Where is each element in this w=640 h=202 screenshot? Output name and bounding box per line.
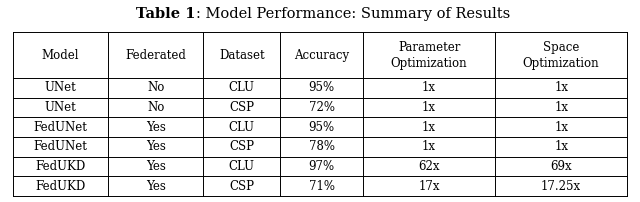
Text: Model: Model <box>42 49 79 62</box>
Text: CSP: CSP <box>229 140 254 153</box>
Text: 1x: 1x <box>554 140 568 153</box>
Text: FedUNet: FedUNet <box>33 121 87 134</box>
Text: 71%: 71% <box>308 180 335 193</box>
Text: Accuracy: Accuracy <box>294 49 349 62</box>
Text: 1x: 1x <box>422 140 436 153</box>
Text: Table 1: Table 1 <box>136 7 196 21</box>
Text: No: No <box>147 81 164 95</box>
Text: No: No <box>147 101 164 114</box>
Text: : Model Performance: Summary of Results: : Model Performance: Summary of Results <box>196 7 510 21</box>
Text: CSP: CSP <box>229 180 254 193</box>
Text: FedUKD: FedUKD <box>35 180 86 193</box>
Text: CLU: CLU <box>228 121 255 134</box>
Text: Space
Optimization: Space Optimization <box>523 41 600 70</box>
Text: Yes: Yes <box>146 140 166 153</box>
Text: FedUNet: FedUNet <box>33 140 87 153</box>
Text: FedUKD: FedUKD <box>35 160 86 173</box>
Text: 1x: 1x <box>422 101 436 114</box>
Text: Yes: Yes <box>146 121 166 134</box>
Text: Federated: Federated <box>125 49 186 62</box>
Text: 1x: 1x <box>554 121 568 134</box>
Text: 1x: 1x <box>422 121 436 134</box>
Text: UNet: UNet <box>45 81 76 95</box>
Text: CLU: CLU <box>228 160 255 173</box>
Text: 97%: 97% <box>308 160 335 173</box>
Text: CLU: CLU <box>228 81 255 95</box>
Text: UNet: UNet <box>45 101 76 114</box>
Text: Yes: Yes <box>146 180 166 193</box>
Text: Parameter
Optimization: Parameter Optimization <box>391 41 467 70</box>
Text: 1x: 1x <box>422 81 436 95</box>
Text: Dataset: Dataset <box>219 49 264 62</box>
Text: 69x: 69x <box>550 160 572 173</box>
Text: 78%: 78% <box>308 140 335 153</box>
Text: 17.25x: 17.25x <box>541 180 581 193</box>
Text: 1x: 1x <box>554 81 568 95</box>
Text: Yes: Yes <box>146 160 166 173</box>
Text: 95%: 95% <box>308 81 335 95</box>
Text: 1x: 1x <box>554 101 568 114</box>
Text: CSP: CSP <box>229 101 254 114</box>
Text: 95%: 95% <box>308 121 335 134</box>
Text: 17x: 17x <box>419 180 440 193</box>
Text: 72%: 72% <box>308 101 335 114</box>
Text: 62x: 62x <box>419 160 440 173</box>
